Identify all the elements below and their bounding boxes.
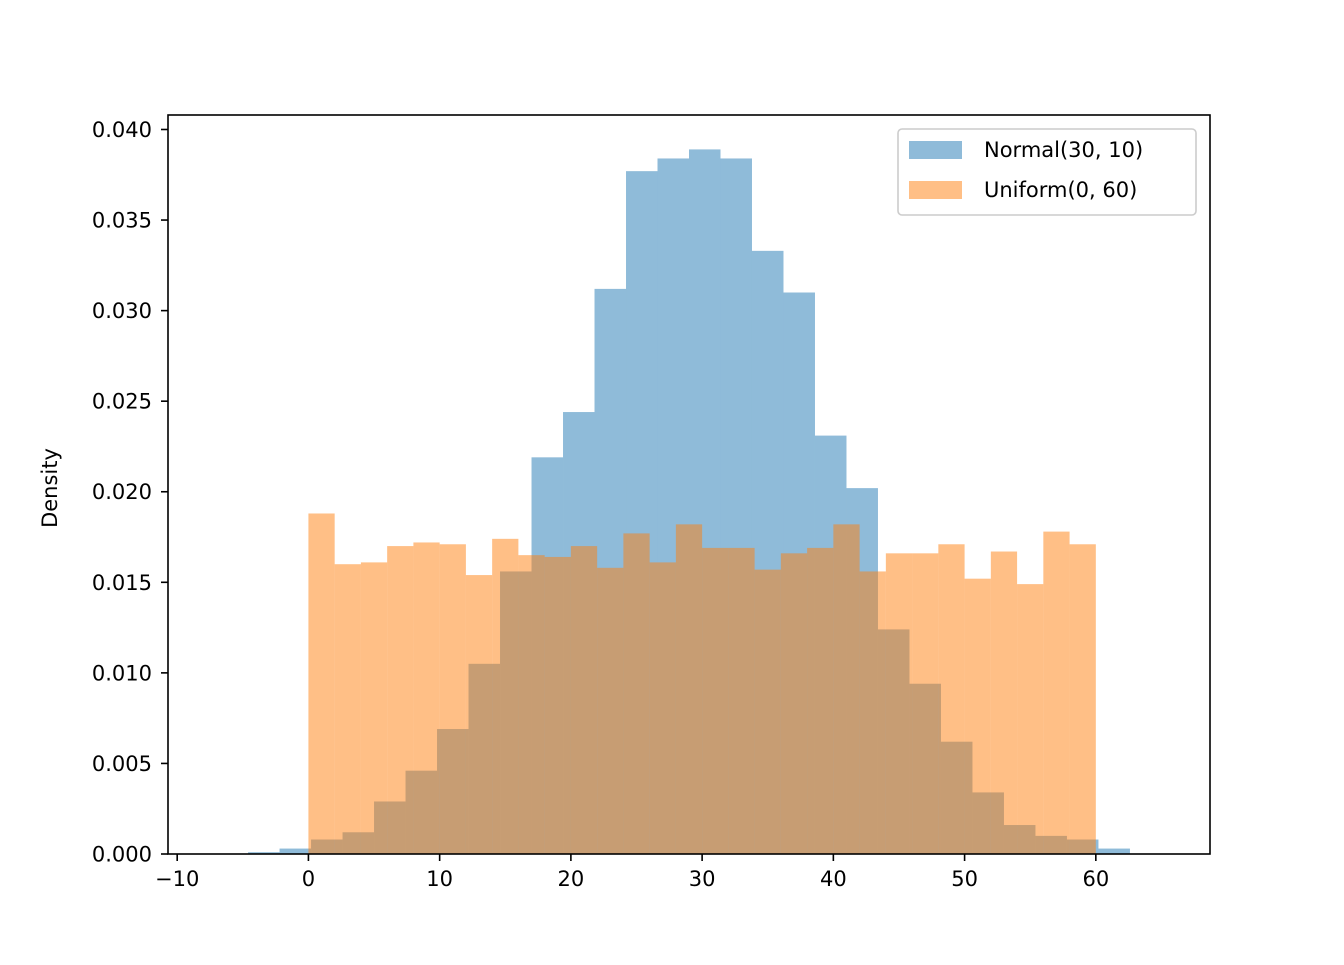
x-tick-label: 10: [426, 867, 453, 891]
bar-uniform-14: [675, 524, 703, 854]
y-tick-label: 0.000: [92, 843, 152, 867]
bar-uniform-10: [570, 546, 598, 854]
bar-uniform-6: [465, 575, 493, 854]
y-tick-label: 0.030: [92, 299, 152, 323]
bar-uniform-22: [885, 553, 913, 854]
bar-uniform-0: [308, 513, 335, 854]
bar-uniform-7: [492, 538, 519, 854]
bar-uniform-18: [780, 553, 808, 854]
bar-uniform-24: [938, 544, 965, 854]
bar-uniform-27: [1017, 584, 1044, 854]
x-axis: −10 0 10 20 30 40 50 60: [155, 854, 1109, 891]
y-tick-label: 0.020: [92, 480, 152, 504]
plot-frame: [167, 114, 1211, 855]
legend-label-uniform: Uniform(0, 60): [984, 178, 1137, 202]
y-tick-label: 0.035: [92, 209, 152, 233]
bar-uniform-4: [413, 542, 440, 854]
bar-uniform-12: [623, 533, 650, 854]
y-axis-label: Density: [38, 448, 62, 528]
bar-uniform-20: [833, 524, 860, 854]
y-tick-label: 0.025: [92, 390, 152, 414]
bar-uniform-15: [702, 547, 729, 854]
y-tick-label: 0.005: [92, 752, 152, 776]
x-tick-label: −10: [155, 867, 199, 891]
x-tick-label: 30: [689, 867, 716, 891]
legend: Normal(30, 10) Uniform(0, 60): [897, 128, 1197, 216]
bar-uniform-2: [360, 562, 388, 854]
bar-uniform-28: [1043, 531, 1070, 854]
y-tick-label: 0.015: [92, 571, 152, 595]
bar-uniform-8: [518, 555, 545, 854]
x-tick-label: 40: [820, 867, 847, 891]
x-tick-label: 60: [1082, 867, 1109, 891]
bar-uniform-16: [728, 547, 755, 854]
bar-uniform-9: [544, 556, 571, 854]
bar-normal-1: [279, 848, 312, 854]
bar-uniform-5: [439, 544, 466, 854]
bar-uniform-21: [859, 571, 886, 854]
bar-uniform-17: [754, 569, 781, 854]
legend-swatch-normal: [909, 141, 962, 159]
x-tick-label: 0: [302, 867, 315, 891]
x-tick-label: 50: [951, 867, 978, 891]
bar-uniform-1: [334, 564, 361, 854]
bar-uniform-29: [1069, 544, 1096, 854]
bar-uniform-13: [649, 562, 676, 854]
bar-normal-0: [248, 852, 280, 854]
bars-layer: [248, 149, 1130, 855]
bar-uniform-3: [387, 546, 414, 854]
legend-label-normal: Normal(30, 10): [984, 138, 1143, 162]
bar-uniform-25: [964, 578, 991, 854]
y-tick-label: 0.040: [92, 118, 152, 142]
x-tick-label: 20: [558, 867, 585, 891]
legend-box: [897, 128, 1197, 216]
legend-swatch-uniform: [909, 181, 962, 199]
bar-uniform-26: [990, 551, 1018, 854]
y-tick-label: 0.010: [92, 661, 152, 685]
bar-uniform-23: [912, 553, 939, 854]
series-1: [308, 513, 1096, 854]
bar-uniform-19: [807, 547, 834, 854]
bar-normal-27: [1098, 848, 1130, 854]
y-axis: 0.000 0.005 0.010 0.015 0.020 0.025 0.030 0.035…: [92, 118, 168, 867]
bar-uniform-11: [597, 567, 624, 854]
